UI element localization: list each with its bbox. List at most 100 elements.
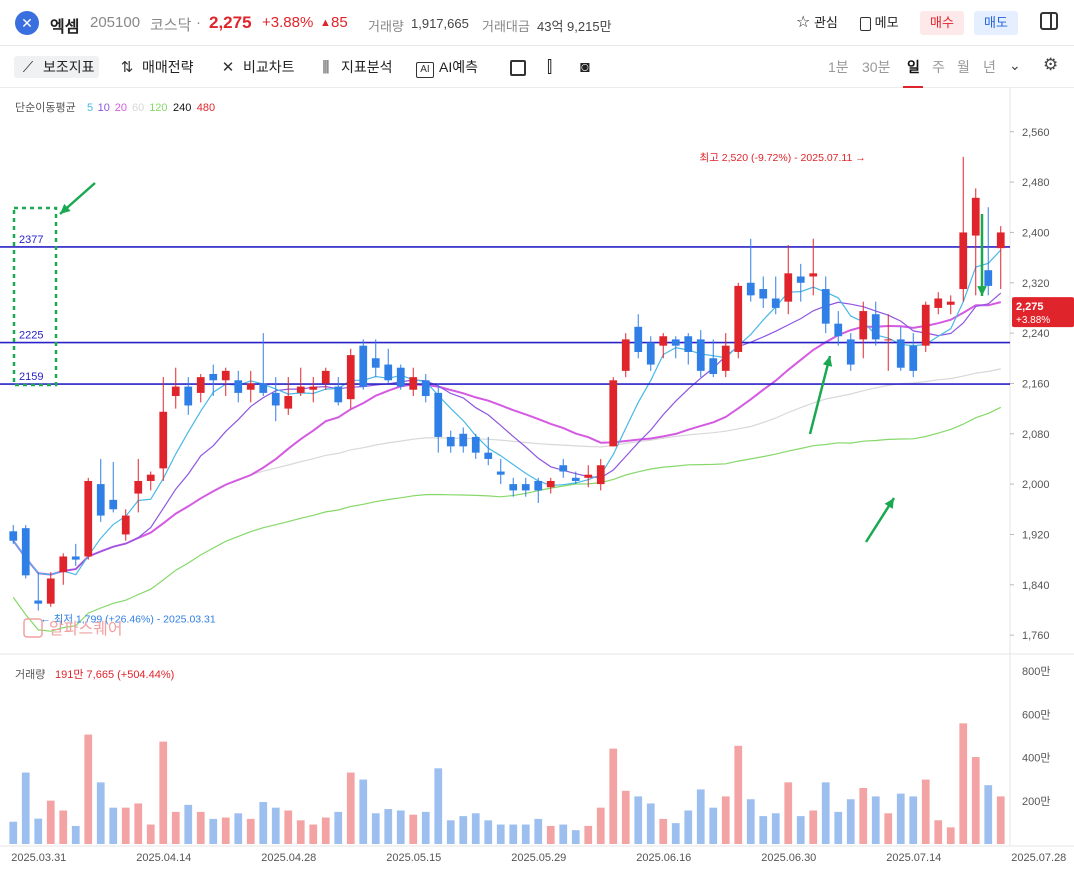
memo-icon xyxy=(860,16,871,31)
screenshot-button[interactable]: ◙ xyxy=(580,56,590,78)
ai-predict-button[interactable]: AI AI예측 xyxy=(416,56,478,78)
candle-body xyxy=(334,386,343,403)
volume-bar xyxy=(659,818,668,844)
volume-bar xyxy=(834,811,843,844)
period-year[interactable]: 년 xyxy=(983,59,996,75)
volume-bar xyxy=(71,825,80,844)
volume-bar xyxy=(171,811,180,844)
candle-body xyxy=(609,380,618,447)
volume-bar xyxy=(696,789,705,844)
watermark-text: 알파스퀘어 xyxy=(49,620,123,638)
ai-chip-icon: AI xyxy=(416,62,434,78)
volume-bar xyxy=(796,816,805,844)
strategy-button[interactable]: ⇅ 매매전략 xyxy=(117,56,194,78)
volume-bar xyxy=(559,824,568,844)
compare-button[interactable]: ✕ 비교차트 xyxy=(218,56,295,78)
up-arrow-icon: ▲ xyxy=(320,17,331,29)
candle-body xyxy=(821,289,830,324)
candle-body xyxy=(259,383,268,393)
volume-bar xyxy=(684,810,693,844)
indicator-button[interactable]: ⟋ 보조지표 xyxy=(14,56,99,78)
candle-body xyxy=(571,477,580,481)
current-price: 2,275 xyxy=(209,13,252,32)
volume-bar xyxy=(371,813,380,844)
candle-body xyxy=(859,311,868,340)
level-line-label: 2377 xyxy=(19,234,43,246)
candle-body xyxy=(246,383,255,390)
volume-bar xyxy=(284,810,293,844)
volume-bar xyxy=(196,811,205,844)
candle-body xyxy=(646,342,655,365)
square-tool-button[interactable] xyxy=(510,56,526,78)
volume-bar xyxy=(609,748,618,844)
candle-body xyxy=(434,392,443,437)
volume-bar xyxy=(234,813,243,844)
candle-body xyxy=(584,474,593,478)
period-week[interactable]: 주 xyxy=(932,59,945,75)
layout-toggle-icon[interactable] xyxy=(1040,12,1058,30)
volume-bar xyxy=(359,779,368,844)
volume-bar xyxy=(496,824,505,844)
volume-bar xyxy=(934,820,943,844)
volume-bar xyxy=(521,824,530,844)
chevron-down-icon[interactable]: ⌄ xyxy=(1009,57,1021,73)
candle-body xyxy=(121,515,130,535)
level-line-label: 2225 xyxy=(19,330,43,342)
candle-body xyxy=(296,386,305,393)
change-percent: +3.88% xyxy=(262,14,314,31)
volume-bar xyxy=(146,824,155,844)
candle-body xyxy=(671,339,680,346)
annotation-arrow-head xyxy=(884,498,894,509)
volume-bar xyxy=(534,818,543,844)
x-tick-label: 2025.05.15 xyxy=(386,852,441,864)
volume-bar xyxy=(121,807,130,844)
analysis-button[interactable]: ⫼ 지표분석 xyxy=(316,56,393,78)
volume-bar xyxy=(459,816,468,844)
candle-body xyxy=(196,377,205,393)
period-month[interactable]: 월 xyxy=(957,59,970,75)
strategy-label: 매매전략 xyxy=(142,59,194,75)
volume-bar xyxy=(134,803,143,844)
price-volume-chart[interactable]: 2,560 2,480 2,400 2,320 2,240 2,160 2,080 2,000… xyxy=(0,88,1074,880)
volume-bar xyxy=(421,811,430,844)
annotation-arrow-head xyxy=(822,356,833,367)
candle-type-button[interactable]: ⫿ xyxy=(547,56,552,78)
volume-bar xyxy=(771,813,780,844)
y-tick-label: 2,240 xyxy=(1022,328,1050,340)
volume-bar xyxy=(871,796,880,844)
last-price-tag xyxy=(1012,297,1074,328)
candle-body xyxy=(684,336,693,352)
candle-body xyxy=(371,358,380,368)
volume-bar xyxy=(59,810,68,844)
buy-button[interactable]: 매수 xyxy=(920,11,964,35)
period-30min[interactable]: 30분 xyxy=(862,59,891,75)
market-name: 코스닥 xyxy=(150,17,192,34)
sell-button[interactable]: 매도 xyxy=(974,11,1018,35)
ma-legend-period: 480 xyxy=(197,102,215,114)
candle-body xyxy=(771,298,780,308)
candle-body xyxy=(946,301,955,305)
candle-body xyxy=(34,600,43,604)
settings-gear-icon[interactable]: ⚙ xyxy=(1043,55,1059,74)
candle-body xyxy=(559,465,568,472)
high-price-annotation: 최고 2,520 (-9.72%) - 2025.07.11 → xyxy=(700,152,866,164)
candle-body xyxy=(284,396,293,409)
period-1min[interactable]: 1분 xyxy=(828,59,849,75)
volume-bar xyxy=(634,796,643,844)
volume-bar xyxy=(921,779,930,844)
memo-button[interactable]: 메모 xyxy=(860,11,899,35)
volume-bar xyxy=(896,793,905,844)
volume-bar xyxy=(759,816,768,844)
candle-body xyxy=(159,411,168,469)
period-day[interactable]: 일 xyxy=(907,59,920,75)
candle-body xyxy=(959,232,968,290)
x-tick-label: 2025.06.30 xyxy=(761,852,816,864)
volume-bar xyxy=(734,745,743,844)
candle-body xyxy=(846,339,855,365)
volume-value: 1,917,665 xyxy=(411,16,469,31)
ma-legend-period: 10 xyxy=(98,102,110,114)
y-tick-label: 1,840 xyxy=(1022,580,1050,592)
ma10-line xyxy=(12,292,1002,576)
volume-pane-label: 거래량 xyxy=(15,668,45,681)
watch-button[interactable]: ☆ 관심 xyxy=(796,11,838,35)
